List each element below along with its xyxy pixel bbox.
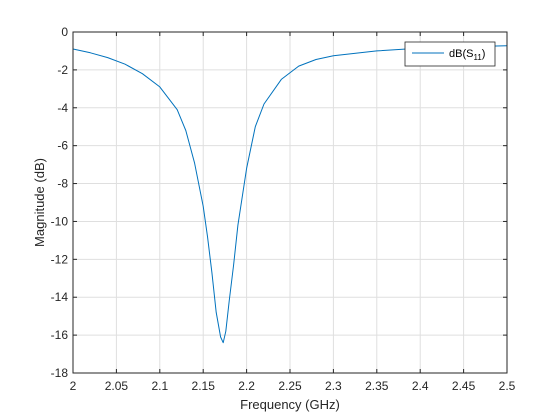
series-group <box>72 45 508 344</box>
x-tick-label: 2.4 <box>412 379 429 393</box>
x-tick-label: 2.05 <box>105 379 129 393</box>
x-tick-label: 2.3 <box>325 379 342 393</box>
x-tick-label: 2.1 <box>151 379 168 393</box>
y-tick-label: -6 <box>57 139 68 153</box>
y-tick-label: -10 <box>51 214 69 228</box>
legend: dB(S11) <box>404 41 496 67</box>
legend-label-subscript: 11 <box>473 53 482 62</box>
y-tick-label: 0 <box>61 25 68 39</box>
series-line-s11 <box>72 45 508 344</box>
x-tick-label: 2.45 <box>452 379 476 393</box>
y-tick-label: -14 <box>51 290 69 304</box>
x-tick-label: 2.5 <box>499 379 516 393</box>
legend-label-main: dB(S <box>449 48 473 60</box>
y-tick-label: -4 <box>57 101 68 115</box>
tick-marks <box>72 31 508 374</box>
x-tick-label: 2.15 <box>192 379 216 393</box>
x-tick-label: 2.2 <box>238 379 255 393</box>
x-tick-labels: 2 2.05 2.1 2.15 2.2 2.25 2.3 2.35 2.4 2.45 2.5 <box>70 379 516 393</box>
x-axis-title: Frequency (GHz) <box>240 397 340 412</box>
x-tick-label: 2.25 <box>278 379 302 393</box>
y-tick-label: -2 <box>57 63 68 77</box>
y-tick-label: -16 <box>51 328 69 342</box>
legend-label-s11: dB(S11) <box>449 48 485 62</box>
y-tick-label: -18 <box>51 366 69 380</box>
y-tick-label: -8 <box>57 177 68 191</box>
x-tick-label: 2.35 <box>365 379 389 393</box>
x-tick-label: 2 <box>70 379 77 393</box>
y-tick-label: -12 <box>51 252 69 266</box>
y-axis-title: Magnitude (dB) <box>32 158 47 247</box>
legend-box <box>404 41 496 67</box>
legend-label-close: ) <box>482 48 486 60</box>
y-tick-labels: 0 -2 -4 -6 -8 -10 -12 -14 -16 -18 <box>51 25 69 380</box>
